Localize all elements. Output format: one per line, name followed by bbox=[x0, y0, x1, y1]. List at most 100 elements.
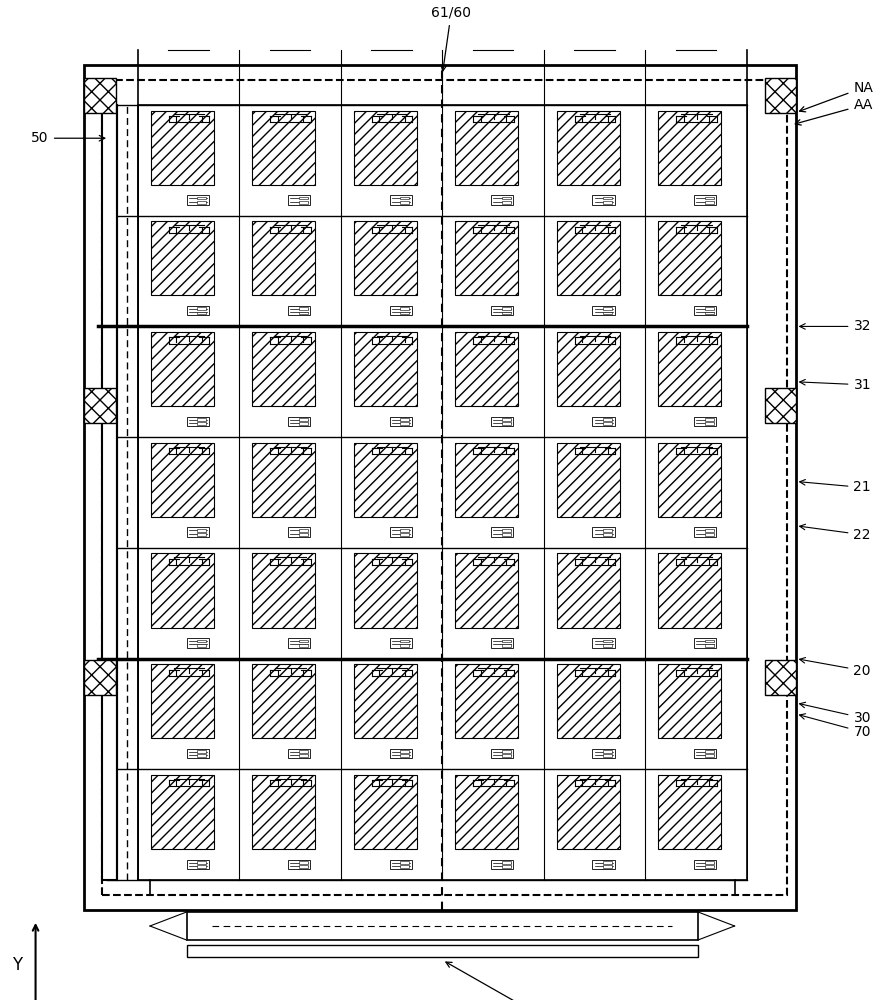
Bar bbox=[645, 769, 747, 880]
Bar bbox=[197, 201, 206, 204]
Bar bbox=[400, 754, 409, 757]
Bar bbox=[455, 111, 518, 185]
Bar bbox=[705, 640, 714, 642]
Bar bbox=[443, 326, 544, 437]
Bar bbox=[659, 664, 721, 738]
Bar bbox=[705, 312, 714, 314]
Bar bbox=[197, 197, 206, 199]
Bar bbox=[239, 437, 340, 548]
Bar bbox=[252, 443, 316, 517]
Bar bbox=[197, 640, 206, 642]
Bar bbox=[491, 638, 513, 648]
Bar bbox=[400, 750, 409, 753]
Bar bbox=[299, 529, 308, 532]
Bar bbox=[102, 80, 787, 895]
Bar bbox=[705, 418, 714, 421]
Bar bbox=[400, 422, 409, 425]
Text: Y: Y bbox=[12, 956, 22, 974]
Bar bbox=[288, 527, 310, 537]
Bar bbox=[491, 306, 513, 315]
Bar bbox=[239, 769, 340, 880]
Bar bbox=[501, 754, 510, 757]
Bar bbox=[443, 437, 544, 548]
Bar bbox=[299, 861, 308, 864]
Bar bbox=[501, 422, 510, 425]
Bar bbox=[389, 417, 412, 426]
Bar bbox=[299, 197, 308, 199]
Bar bbox=[491, 749, 513, 758]
Bar bbox=[765, 660, 796, 695]
Bar bbox=[197, 644, 206, 647]
Bar bbox=[197, 865, 206, 868]
Bar bbox=[491, 417, 513, 426]
Bar bbox=[389, 195, 412, 205]
Bar bbox=[288, 306, 310, 315]
Bar bbox=[592, 527, 615, 537]
Bar bbox=[400, 640, 409, 642]
Bar bbox=[288, 749, 310, 758]
Bar bbox=[645, 326, 747, 437]
Text: 22: 22 bbox=[799, 524, 871, 542]
Bar bbox=[694, 749, 717, 758]
Bar bbox=[84, 78, 116, 113]
Bar bbox=[187, 195, 209, 205]
Bar bbox=[299, 754, 308, 757]
Bar bbox=[197, 754, 206, 757]
Bar bbox=[604, 201, 613, 204]
Bar bbox=[501, 418, 510, 421]
Bar bbox=[197, 861, 206, 864]
Bar bbox=[138, 769, 239, 880]
Bar bbox=[557, 553, 620, 628]
Bar bbox=[187, 912, 698, 940]
Bar bbox=[239, 105, 340, 216]
Bar bbox=[501, 750, 510, 753]
Bar bbox=[659, 111, 721, 185]
Bar bbox=[102, 105, 117, 880]
Bar bbox=[455, 553, 518, 628]
Bar bbox=[400, 418, 409, 421]
Bar bbox=[187, 860, 209, 869]
Bar bbox=[400, 197, 409, 199]
Bar bbox=[765, 388, 796, 423]
Bar bbox=[151, 332, 214, 406]
Bar bbox=[239, 659, 340, 769]
Bar bbox=[705, 529, 714, 532]
Bar bbox=[592, 638, 615, 648]
Bar bbox=[501, 865, 510, 868]
Bar bbox=[604, 307, 613, 310]
Bar bbox=[557, 443, 620, 517]
Bar bbox=[455, 443, 518, 517]
Text: 31: 31 bbox=[800, 378, 871, 392]
Bar bbox=[187, 945, 698, 957]
Bar bbox=[501, 644, 510, 647]
Bar bbox=[389, 306, 412, 315]
Bar bbox=[288, 195, 310, 205]
Bar bbox=[544, 659, 645, 769]
Bar bbox=[705, 197, 714, 199]
Bar bbox=[138, 326, 239, 437]
Bar bbox=[491, 195, 513, 205]
Bar bbox=[592, 860, 615, 869]
Bar bbox=[400, 644, 409, 647]
Bar bbox=[645, 659, 747, 769]
Bar bbox=[354, 221, 417, 295]
Bar bbox=[604, 750, 613, 753]
Bar bbox=[299, 418, 308, 421]
Bar bbox=[84, 660, 116, 695]
Bar bbox=[340, 769, 443, 880]
Bar bbox=[604, 754, 613, 757]
Bar bbox=[187, 417, 209, 426]
Bar bbox=[705, 861, 714, 864]
Bar bbox=[501, 640, 510, 642]
Bar bbox=[299, 640, 308, 642]
Bar bbox=[299, 865, 308, 868]
Bar bbox=[252, 664, 316, 738]
Bar bbox=[645, 437, 747, 548]
Bar bbox=[197, 422, 206, 425]
Bar bbox=[340, 548, 443, 659]
Bar bbox=[299, 750, 308, 753]
Bar bbox=[694, 195, 717, 205]
Bar bbox=[400, 865, 409, 868]
Bar bbox=[299, 422, 308, 425]
Bar bbox=[705, 750, 714, 753]
